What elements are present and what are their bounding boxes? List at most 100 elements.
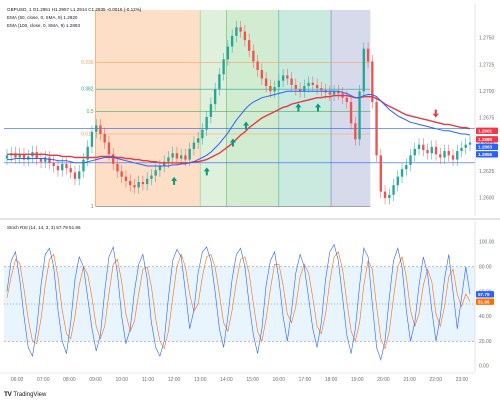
price-axis[interactable]: 1.27501.27251.27001.26751.26501.26251.26…	[479, 36, 495, 202]
time-tick-label: 17:00	[299, 377, 312, 383]
buy-arrow-icon	[229, 138, 236, 147]
stoch-rsi-band-fill	[4, 266, 475, 342]
candle-body	[430, 146, 433, 154]
fib-zone-1	[95, 10, 201, 207]
brand-footer[interactable]: TV TradingView	[4, 391, 46, 398]
price-tick-label: 1.2750	[479, 36, 495, 42]
candle-body	[162, 161, 166, 166]
candle-body	[332, 91, 336, 95]
price-tick-label: 1.2725	[479, 62, 495, 68]
candle-body	[456, 151, 459, 160]
fib-level-label: 0.618	[81, 132, 94, 138]
chart-legend: GBPUSD, 1 O1.2951 H1.2957 L1.2914 C1.293…	[7, 7, 142, 28]
price-tag	[476, 143, 498, 150]
candle-body	[137, 182, 140, 188]
candle-body	[269, 86, 272, 92]
price-tags: 1.2901 1.2880 1.2863 1.2855	[476, 127, 498, 158]
candle-body	[78, 171, 81, 179]
stoch-tick-label: 80.00	[479, 265, 492, 271]
tradingview-logo: TV	[4, 391, 12, 398]
stoch-rsi-pane[interactable]	[4, 266, 475, 342]
candle-body	[451, 155, 455, 160]
candle-body	[154, 170, 157, 176]
time-tick-label: 14:00	[220, 377, 233, 383]
ema100-legend: EMA (100, close, 0, SMA, 9) 1.2893	[7, 23, 80, 28]
buy-arrow-icon	[295, 103, 302, 112]
price-tag-label: 1.2880	[478, 137, 492, 142]
candle-body	[290, 78, 293, 85]
time-tick-label: 09:00	[89, 377, 102, 383]
price-tick-label: 1.2625	[479, 169, 495, 175]
candle-body	[447, 151, 450, 156]
time-tick-label: 20:00	[377, 377, 390, 383]
candle-body	[396, 176, 399, 186]
candle-body	[196, 138, 200, 143]
candle-body	[116, 163, 119, 172]
candle-body	[256, 61, 259, 70]
brand-name: TradingView	[13, 391, 47, 398]
candle-body	[145, 178, 149, 185]
candle-body	[35, 152, 38, 159]
fib-level-label: 0.236	[81, 60, 94, 66]
candle-body	[167, 157, 170, 162]
fib-zone-2	[200, 10, 227, 207]
candle-body	[252, 50, 255, 62]
candle-body	[328, 92, 332, 95]
candle-body	[358, 91, 361, 140]
candle-body	[354, 123, 357, 140]
stoch-tag	[476, 298, 494, 305]
candle-body	[188, 148, 191, 160]
candle-body	[422, 144, 425, 150]
stoch-rsi-legend: Stoch RSI (14, 14, 3, 3) 57.79 51.86	[7, 225, 81, 230]
candle-body	[307, 82, 310, 86]
candle-body	[315, 84, 319, 89]
candle-body	[99, 125, 102, 134]
price-tag-label: 1.2863	[478, 145, 492, 150]
candle-body	[133, 185, 136, 188]
candle-body	[243, 31, 247, 41]
stoch-rsi-k-line	[6, 243, 471, 361]
buy-arrow-icon	[171, 176, 178, 185]
stoch-tag-label: 51.86	[478, 299, 490, 304]
candle-body	[239, 27, 242, 32]
candle-body	[405, 164, 408, 170]
candle-body	[426, 150, 429, 154]
buy-arrow-icon	[243, 121, 250, 130]
signal-arrows	[171, 103, 439, 185]
candle-body	[218, 74, 221, 90]
ema50-line	[7, 90, 471, 167]
candle-body	[417, 144, 421, 149]
time-tick-label: 19:00	[351, 377, 364, 383]
candle-body	[90, 131, 94, 147]
time-tick-label: 06:00	[11, 377, 24, 383]
candle-body	[213, 89, 217, 105]
fib-retracement-zones	[95, 10, 371, 207]
candle-body	[235, 27, 238, 36]
candle-body	[39, 158, 43, 162]
price-tick-label: 1.2600	[479, 196, 495, 202]
candle-body	[103, 134, 106, 143]
candle-body	[201, 129, 204, 139]
time-tick-label: 08:00	[63, 377, 76, 383]
price-tag-label: 1.2901	[478, 129, 492, 134]
candle-body	[158, 166, 162, 171]
candle-body	[260, 70, 264, 79]
stoch-tags: 57.79 51.86	[476, 291, 494, 305]
candle-body	[277, 80, 281, 88]
candle-body	[349, 102, 353, 124]
time-axis[interactable]: 06:00 07:00 08:00 09:00 10:00 11:00 12:00 13:00…	[11, 377, 469, 383]
sell-arrow-icon	[432, 109, 439, 118]
ema100-line	[7, 94, 471, 164]
candle-body	[379, 155, 382, 192]
fib-retracement-levels: 1 0.618 0.5 0.382 0.236	[81, 60, 371, 210]
candle-body	[44, 157, 47, 162]
price-tag	[476, 151, 498, 158]
candle-body	[107, 142, 111, 155]
stoch-tag	[476, 291, 494, 298]
ema50-legend: EMA (50, close, 0, SMA, 9) 1.2920	[7, 15, 78, 20]
candle-body	[61, 163, 64, 171]
candle-body	[150, 175, 153, 179]
candle-body	[175, 153, 179, 159]
